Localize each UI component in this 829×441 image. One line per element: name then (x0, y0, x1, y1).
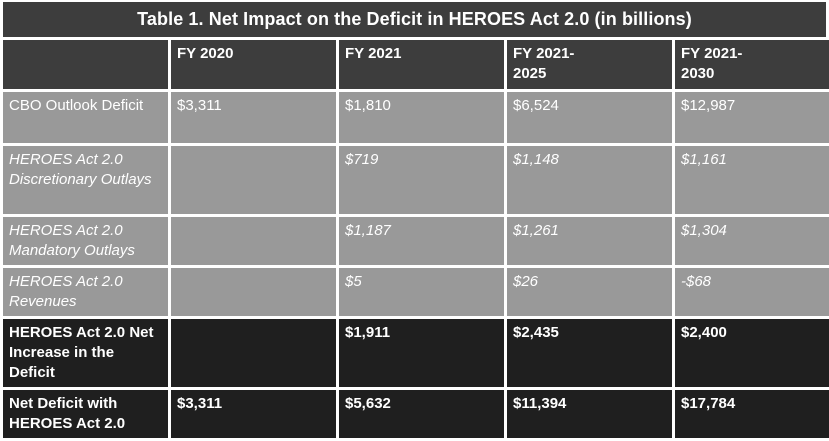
table-cell: $3,311 (171, 92, 336, 143)
deficit-table: FY 2020 FY 2021 FY 2021- 2025 FY 2021- 2… (0, 37, 829, 441)
column-header: FY 2021 (339, 40, 504, 89)
table-cell (171, 319, 336, 387)
table-cell: $1,187 (339, 217, 504, 265)
table-title: Table 1. Net Impact on the Deficit in HE… (3, 2, 826, 37)
table-cell (171, 217, 336, 265)
table-figure: Table 1. Net Impact on the Deficit in HE… (3, 2, 829, 438)
table-cell: $1,261 (507, 217, 672, 265)
table-cell: $11,394 (507, 390, 672, 438)
table-cell: $6,524 (507, 92, 672, 143)
table-cell: $12,987 (675, 92, 829, 143)
header-row: FY 2020 FY 2021 FY 2021- 2025 FY 2021- 2… (3, 40, 829, 89)
table-row: HEROES Act 2.0 Net Increase in the Defic… (3, 319, 829, 387)
table-cell: $1,304 (675, 217, 829, 265)
row-label: HEROES Act 2.0 Revenues (3, 268, 168, 316)
row-label: Net Deficit with HEROES Act 2.0 (3, 390, 168, 438)
table-cell: $1,810 (339, 92, 504, 143)
table-row: HEROES Act 2.0 Discretionary Outlays $71… (3, 146, 829, 214)
table-cell: $5,632 (339, 390, 504, 438)
table-cell: $2,435 (507, 319, 672, 387)
table-cell: $1,911 (339, 319, 504, 387)
column-header: FY 2020 (171, 40, 336, 89)
table-row: Net Deficit with HEROES Act 2.0 $3,311 $… (3, 390, 829, 438)
table-cell: -$68 (675, 268, 829, 316)
table-cell (171, 268, 336, 316)
table-cell: $5 (339, 268, 504, 316)
table-cell: $1,148 (507, 146, 672, 214)
table-row: HEROES Act 2.0 Mandatory Outlays $1,187 … (3, 217, 829, 265)
table-cell: $26 (507, 268, 672, 316)
column-header: FY 2021- 2025 (507, 40, 672, 89)
table-cell: $17,784 (675, 390, 829, 438)
table-cell: $3,311 (171, 390, 336, 438)
row-label: HEROES Act 2.0 Net Increase in the Defic… (3, 319, 168, 387)
table-cell (171, 146, 336, 214)
table-row: HEROES Act 2.0 Revenues $5 $26 -$68 (3, 268, 829, 316)
row-label: CBO Outlook Deficit (3, 92, 168, 143)
header-corner (3, 40, 168, 89)
row-label: HEROES Act 2.0 Discretionary Outlays (3, 146, 168, 214)
table-cell: $1,161 (675, 146, 829, 214)
table-cell: $719 (339, 146, 504, 214)
table-cell: $2,400 (675, 319, 829, 387)
table-row: CBO Outlook Deficit $3,311 $1,810 $6,524… (3, 92, 829, 143)
column-header: FY 2021- 2030 (675, 40, 829, 89)
row-label: HEROES Act 2.0 Mandatory Outlays (3, 217, 168, 265)
